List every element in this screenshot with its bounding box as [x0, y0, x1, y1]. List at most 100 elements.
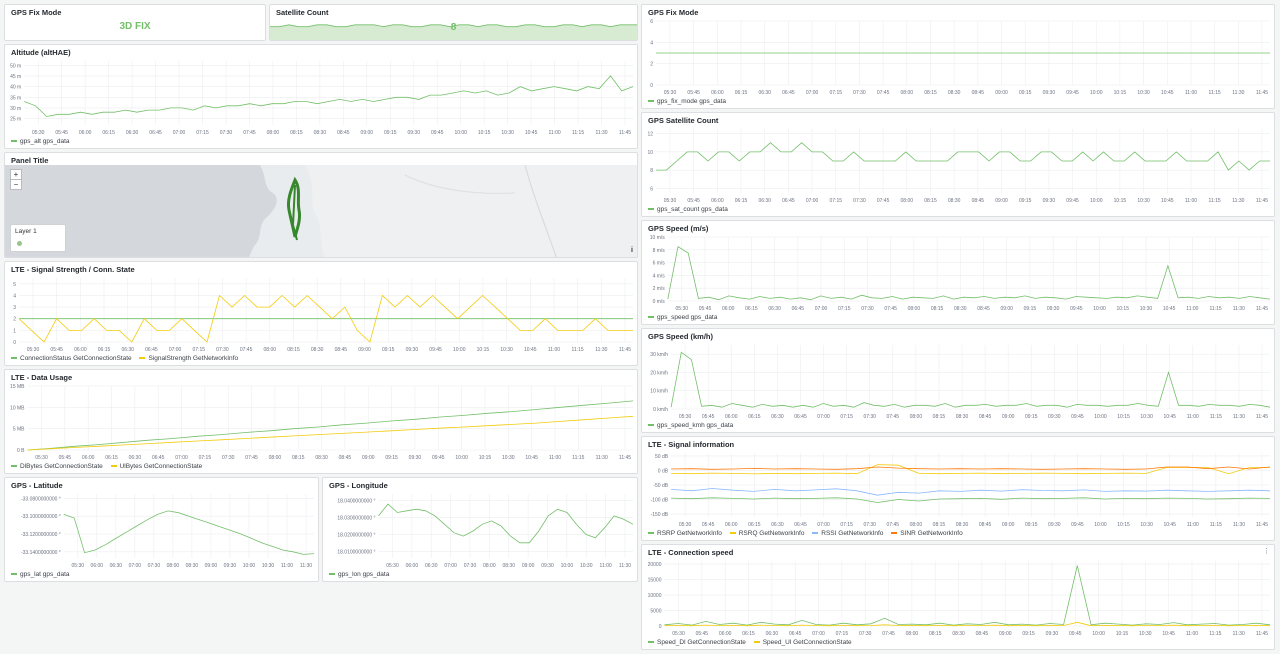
lte-info-chart: -150 dB -100 dB -50 dB 0 dB 50 dB 05:30 05:45 0…	[651, 453, 1271, 528]
x-tick-label: 08:00	[267, 130, 280, 136]
panel-sat-count[interactable]: GPS Satellite Count 6 8 10 12 05:30 05:45 06:0…	[641, 112, 1275, 217]
x-tick-label: 10:30	[502, 455, 515, 461]
panel-speed-ms[interactable]: GPS Speed (m/s) 0 m/s 2 m/s 4 m/s 6 m/s 8 m/…	[641, 220, 1275, 325]
x-tick-label: 09:30	[409, 455, 422, 461]
legend-item[interactable]: Speed_Ul GetConnectionState	[753, 639, 852, 646]
x-tick-label: 05:30	[664, 90, 677, 96]
panel-title: GPS Speed (km/h)	[648, 332, 714, 341]
legend-label: gps_alt gps_data	[20, 138, 70, 145]
panel-latitude[interactable]: GPS - Latitude -33.1400000000 ° -33.12000…	[4, 477, 319, 582]
panel-speed-kmh[interactable]: GPS Speed (km/h) 0 km/h 10 km/h 20 km/h 30 …	[641, 328, 1275, 433]
x-tick-label: 05:30	[72, 563, 85, 569]
panel-title: LTE - Signal Strength / Conn. State	[11, 265, 135, 274]
legend-item[interactable]: gps_lat gps_data	[11, 571, 70, 578]
legend-item[interactable]: SINR GetNetworkInfo	[891, 530, 963, 537]
y-tick-label: -33.1200000000 °	[21, 532, 61, 538]
x-tick-label: 07:00	[817, 522, 830, 528]
legend-item[interactable]: SignalStrength GetNetworkInfo	[139, 355, 238, 362]
x-tick-label: 08:00	[264, 347, 277, 353]
y-tick-label: 0 B	[17, 448, 25, 454]
legend: ConnectionStatus GetConnectionState Sign…	[11, 355, 244, 362]
zoom-out-button[interactable]: −	[10, 179, 22, 190]
y-tick-label: 5000	[650, 609, 661, 615]
x-tick-label: 07:00	[817, 414, 830, 420]
panel-menu-icon[interactable]: ⋮	[1263, 548, 1270, 555]
legend-item[interactable]: DlBytes GetConnectionState	[11, 463, 103, 470]
x-tick-label: 07:15	[840, 414, 853, 420]
x-tick-label: 07:15	[836, 631, 849, 637]
conn-speed-chart: 0 5000 10000 15000 20000 05:30 05:45 06:00 06:15…	[648, 561, 1271, 637]
info-icon[interactable]: i	[631, 247, 633, 254]
series-line	[24, 75, 634, 117]
legend-item[interactable]: gps_alt gps_data	[11, 138, 70, 145]
map-tiles	[5, 165, 637, 257]
x-tick-label: 06:45	[149, 130, 162, 136]
panel-satellite-stat[interactable]: Satellite Count 8	[269, 4, 638, 41]
x-tick-label: 08:00	[910, 414, 923, 420]
legend-item[interactable]: gps_speed gps_data	[648, 314, 717, 321]
y-tick-label: 18.0100000000 °	[337, 549, 375, 555]
panel-lte-signal[interactable]: LTE - Signal Strength / Conn. State 0 1 2 3…	[4, 261, 638, 366]
y-tick-label: 0	[13, 340, 16, 346]
legend-item[interactable]: gps_fix_mode gps_data	[648, 98, 726, 105]
x-tick-label: 08:30	[186, 563, 199, 569]
x-tick-label: 10:30	[1140, 306, 1153, 312]
x-tick-label: 06:45	[782, 90, 795, 96]
legend-item[interactable]: RSRP GetNetworkInfo	[648, 530, 722, 537]
legend-item[interactable]: ConnectionStatus GetConnectionState	[11, 355, 132, 362]
series-line	[656, 142, 1270, 171]
x-tick-label: 07:45	[245, 455, 258, 461]
y-tick-label: 2 m/s	[653, 286, 666, 292]
legend-item[interactable]: gps_lon gps_data	[329, 571, 389, 578]
panel-lte-info[interactable]: LTE - Signal information -150 dB -100 dB -…	[641, 436, 1275, 541]
x-tick-label: 07:00	[806, 198, 819, 204]
legend-item[interactable]: UlBytes GetConnectionState	[110, 463, 202, 470]
x-tick-label: 11:30	[1233, 306, 1245, 312]
x-tick-label: 07:45	[877, 198, 890, 204]
x-tick-label: 09:45	[1071, 414, 1084, 420]
y-tick-label: 2	[650, 62, 653, 68]
x-tick-label: 06:45	[152, 455, 165, 461]
x-tick-label: 06:45	[782, 198, 795, 204]
x-tick-label: 07:30	[220, 130, 233, 136]
panel-gps-fix-stat[interactable]: GPS Fix Mode 3D FIX	[4, 4, 266, 41]
x-tick-label: 06:30	[425, 563, 438, 569]
x-tick-label: 07:00	[173, 130, 186, 136]
x-tick-label: 07:00	[806, 90, 819, 96]
legend-label: SignalStrength GetNetworkInfo	[148, 355, 239, 362]
x-tick-label: 06:30	[771, 414, 784, 420]
legend-item[interactable]: gps_speed_kmh gps_data	[648, 422, 733, 429]
x-tick-label: 08:30	[952, 631, 965, 637]
legend-item[interactable]: RSRQ GetNetworkInfo	[729, 530, 804, 537]
x-tick-label: 10:15	[479, 455, 492, 461]
x-tick-label: 05:30	[664, 198, 677, 204]
legend-item[interactable]: gps_sat_count gps_data	[648, 206, 728, 213]
x-tick-label: 06:30	[758, 198, 771, 204]
legend-item[interactable]: Speed_Dl GetConnectionState	[648, 639, 746, 646]
x-tick-label: 09:00	[361, 130, 374, 136]
legend-item[interactable]: RSSI GetNetworkInfo	[812, 530, 883, 537]
x-tick-label: 08:15	[287, 347, 300, 353]
y-tick-label: 20 km/h	[650, 370, 668, 376]
x-tick-label: 09:15	[385, 455, 398, 461]
x-tick-label: 07:30	[853, 90, 866, 96]
y-tick-label: -150 dB	[651, 512, 669, 518]
y-tick-label: 10 km/h	[650, 389, 668, 395]
series-area	[270, 24, 637, 40]
legend: gps_alt gps_data	[11, 138, 76, 145]
x-tick-label: 10:00	[1092, 631, 1105, 637]
x-tick-label: 09:30	[1047, 306, 1060, 312]
panel-fix-mode[interactable]: GPS Fix Mode 0 2 4 6 05:30 05:45 06:00 06:15 06:…	[641, 4, 1275, 109]
panel-conn-speed[interactable]: LTE - Connection speed ⋮ 0 5000 10000 15000…	[641, 544, 1275, 650]
series-line	[671, 466, 1271, 470]
speed-ms-chart: 0 m/s 2 m/s 4 m/s 6 m/s 8 m/s 10 m/s 05:30 05:4…	[650, 235, 1271, 312]
x-tick-label: 05:45	[50, 347, 63, 353]
panel-longitude[interactable]: GPS - Longitude 18.0100000000 ° 18.020000…	[322, 477, 638, 582]
panel-map[interactable]: Panel Title + − Layer 1 i	[4, 152, 638, 258]
x-tick-label: 09:30	[1043, 90, 1056, 96]
x-tick-label: 06:30	[110, 563, 123, 569]
panel-altitude[interactable]: Altitude (altHAE) 25 m 30 m 35 m 40 m 45 m 50…	[4, 44, 638, 149]
x-tick-label: 07:00	[812, 631, 825, 637]
geomap[interactable]	[5, 165, 637, 257]
